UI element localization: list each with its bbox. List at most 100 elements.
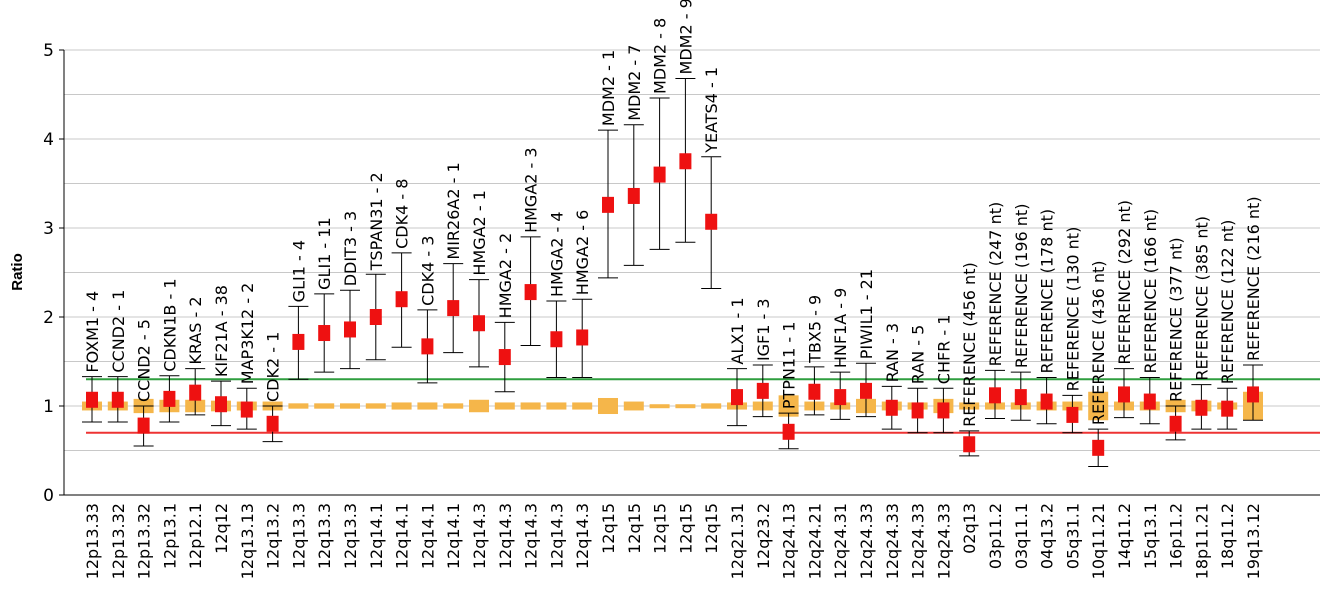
probe-label: HMGA2 - 3: [522, 147, 541, 232]
probe-label: KRAS - 2: [186, 296, 205, 364]
probe-label: REFERENCE (216 nt): [1244, 196, 1263, 361]
ratio-marker: [215, 396, 227, 413]
probe-label: KIF21A - 38: [212, 285, 231, 377]
ratio-marker: [318, 325, 331, 342]
x-tick-label: 12p13.33: [83, 503, 102, 579]
x-tick-label: 12q12: [212, 503, 231, 554]
ratio-marker: [240, 401, 253, 418]
x-tick-label: 04q13.2: [1038, 503, 1057, 569]
x-tick-label: 02q13: [960, 503, 979, 554]
probe-label: REFERENCE (385 nt): [1192, 216, 1211, 381]
ratio-marker: [189, 384, 202, 401]
box: [623, 401, 644, 411]
ratio-marker: [1118, 386, 1130, 403]
probe-label: HMGA2 - 1: [470, 190, 489, 275]
x-tick-label: 12q14.1: [393, 503, 412, 569]
ratio-marker: [911, 402, 924, 419]
ratio-marker: [1092, 439, 1105, 456]
x-tick-label: 05q31.1: [1063, 503, 1082, 569]
probe-label: PTPN11 - 1: [780, 322, 799, 410]
x-tick-label: 19q13.12: [1244, 503, 1263, 579]
probe-label: REFERENCE (130 nt): [1063, 227, 1082, 392]
ratio-marker: [782, 423, 795, 440]
ratio-marker: [989, 387, 1001, 404]
x-tick-label: 12q14.3: [573, 503, 592, 569]
ratio-marker: [834, 389, 847, 406]
probe-label: MDM2 - 9: [676, 0, 695, 74]
probe-label: CCND2 - 1: [109, 290, 128, 373]
box: [959, 402, 980, 410]
box: [1088, 391, 1109, 421]
y-tick-label: 4: [43, 130, 54, 150]
probe-label: MDM2 - 7: [625, 45, 644, 121]
x-tick-label: 12q13.2: [264, 503, 283, 569]
x-tick-label: 12p13.32: [135, 503, 154, 579]
ratio-marker: [756, 382, 769, 399]
x-tick-labels: 12p13.33 12p13.32 12p13.32 12p13.1 12p12.1 12…: [83, 503, 1263, 579]
probe-label: MDM2 - 8: [651, 18, 670, 94]
x-tick-label: 12q24.33: [857, 503, 876, 579]
y-tick-label: 1: [43, 397, 54, 417]
box: [520, 402, 541, 410]
ratio-marker: [808, 383, 821, 400]
ratio-marker: [1169, 415, 1182, 432]
ratio-marker: [731, 389, 743, 406]
x-tick-label: 12q15: [702, 503, 721, 554]
probe-label: RAN - 5: [909, 325, 928, 385]
probe-label: ALX1 - 1: [728, 297, 747, 364]
x-tick-label: 12q15: [625, 503, 644, 554]
x-tick-label: 14q11.2: [1115, 503, 1134, 569]
ratio-marker: [421, 338, 434, 355]
probe-label: RAN - 3: [883, 323, 902, 383]
box: [649, 404, 670, 409]
x-tick-label: 12q13.3: [289, 503, 308, 569]
probe-labels: FOXM1 - 4 CCND2 - 1 CCND2 - 5 CDKN1B - 1 KRA…: [83, 0, 1263, 427]
probe-label: REFERENCE (196 nt): [1012, 204, 1031, 369]
probe-label: REFERENCE (377 nt): [1167, 237, 1186, 402]
ratio-marker: [1040, 393, 1053, 410]
box: [365, 403, 386, 409]
x-tick-label: 12q24.33: [934, 503, 953, 579]
ratio-marker: [1014, 389, 1027, 406]
x-tick-label: 12q14.3: [496, 503, 515, 569]
y-tick-label: 2: [43, 308, 54, 328]
ratio-marker: [86, 391, 98, 408]
probe-label: CDK2 - 1: [264, 332, 283, 402]
ratio-marker: [937, 402, 950, 419]
probe-label: REFERENCE (456 nt): [960, 262, 979, 427]
ratio-marker: [473, 315, 485, 332]
ratio-marker: [266, 415, 279, 432]
x-tick-label: 12q14.1: [418, 503, 437, 569]
probe-label: GLI1 - 11: [315, 217, 334, 290]
probe-label: HMGA2 - 2: [496, 233, 515, 318]
probe-label: REFERENCE (166 nt): [1141, 209, 1160, 374]
ratio-marker: [1066, 406, 1079, 423]
ratio-marker: [963, 436, 976, 453]
x-tick-label: 12q13.13: [238, 503, 257, 579]
x-tick-label: 12q14.3: [547, 503, 566, 569]
probe-label: CHFR - 1: [934, 315, 953, 385]
ratio-marker: [498, 349, 511, 366]
x-tick-label: 12q23.2: [754, 503, 773, 569]
probe-label: HMGA2 - 6: [573, 210, 592, 295]
probe-label: CDK4 - 3: [418, 236, 437, 306]
ratio-markers: [86, 153, 1259, 456]
x-tick-label: 03p11.2: [986, 503, 1005, 569]
ratio-marker: [163, 390, 176, 407]
probe-label: REFERENCE (292 nt): [1115, 200, 1134, 365]
box: [340, 403, 360, 409]
box: [391, 402, 412, 410]
x-tick-label: 12q24.33: [909, 503, 928, 579]
ratio-marker: [602, 196, 614, 213]
probe-label: REFERENCE (247 nt): [986, 202, 1005, 367]
box: [572, 402, 593, 410]
x-tick-label: 12q14.1: [444, 503, 463, 569]
x-tick-label: 12q14.3: [470, 503, 489, 569]
ratio-marker: [705, 213, 718, 230]
probe-label: CDKN1B - 1: [160, 279, 179, 372]
ratio-marker: [627, 187, 640, 204]
box: [417, 402, 438, 410]
x-tick-label: 12q14.3: [522, 503, 541, 569]
x-tick-label: 12p13.32: [109, 503, 128, 579]
x-tick-label: 18q11.2: [1218, 503, 1237, 569]
